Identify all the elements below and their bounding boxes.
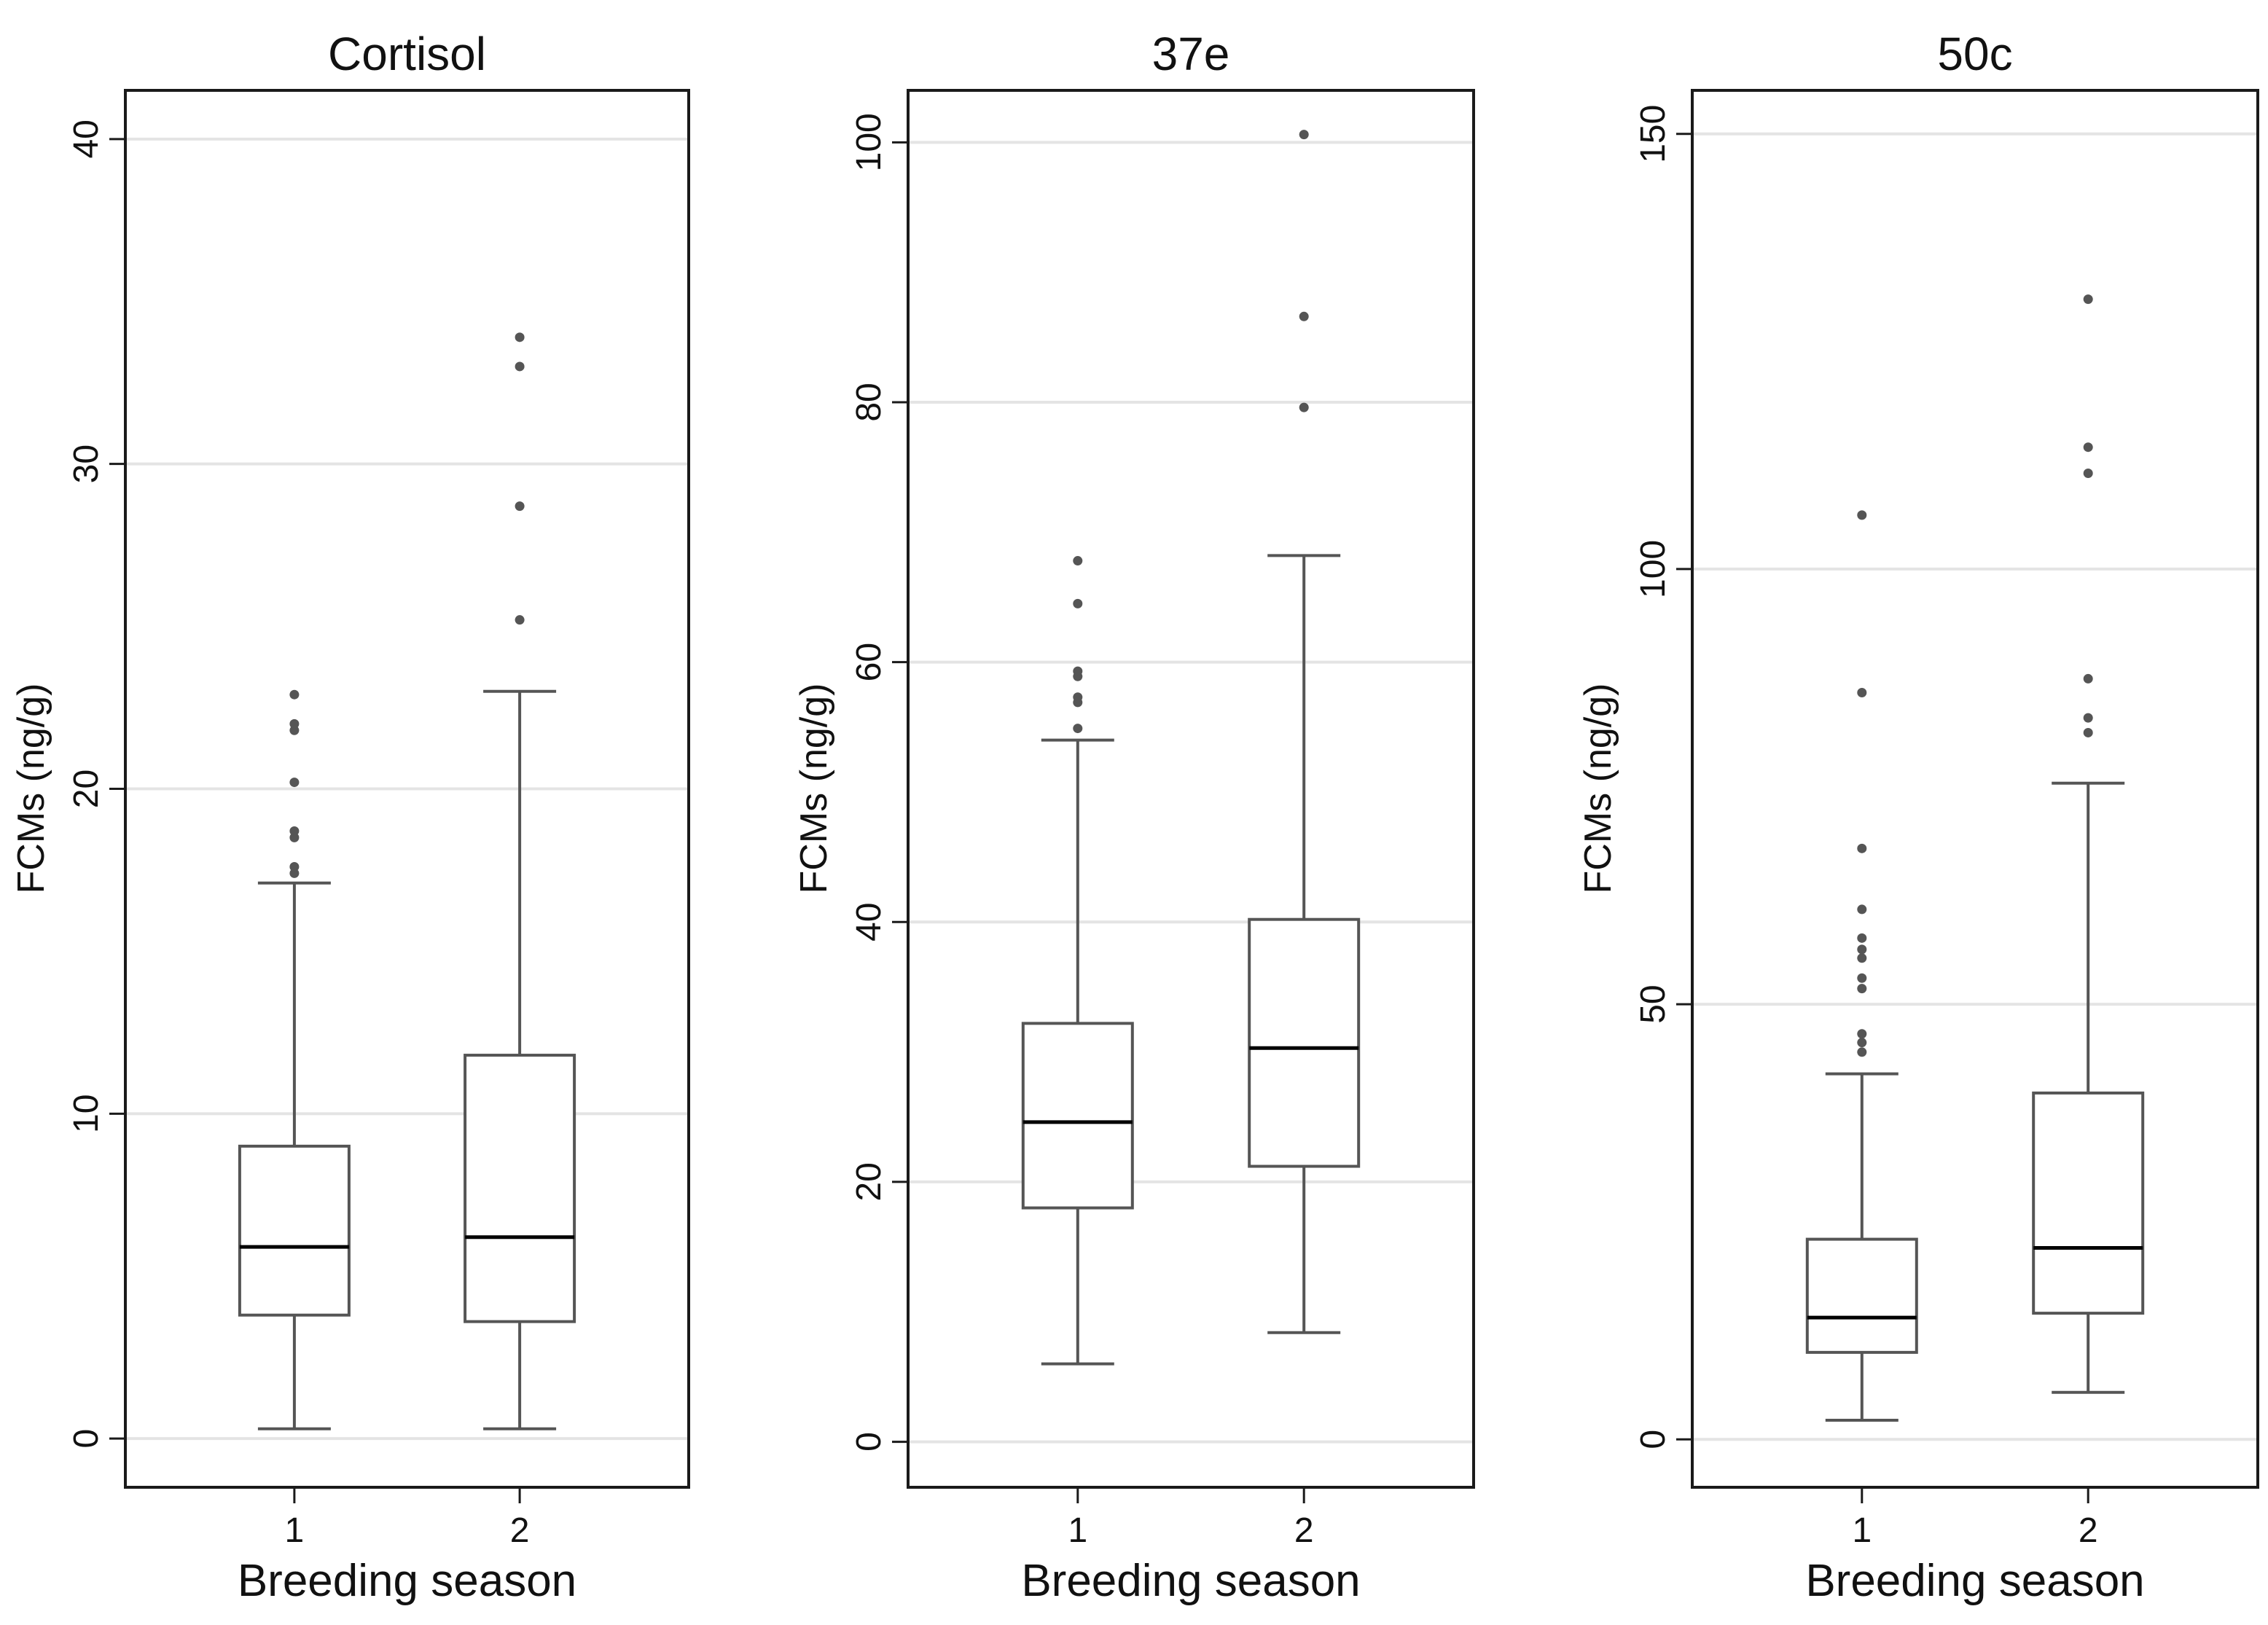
outlier-point: [1857, 944, 1867, 955]
panel-title: 50c: [1937, 28, 2012, 80]
y-axis-title: FCMs (ng/g): [1577, 684, 1619, 894]
box-2: [1248, 130, 1361, 1334]
y-tick-label: 30: [67, 445, 106, 483]
outlier-point: [289, 689, 300, 700]
y-tick-label: 150: [1634, 105, 1673, 163]
outlier-point: [1299, 402, 1309, 412]
outlier-point: [1857, 904, 1867, 915]
iqr-box: [1248, 917, 1361, 1168]
outlier-point: [1857, 933, 1867, 943]
outlier-point: [1857, 688, 1867, 698]
box-1: [238, 689, 351, 1430]
y-tick-label: 60: [850, 643, 888, 681]
outlier-point: [1073, 724, 1083, 734]
plot-frame: [124, 89, 690, 1489]
outlier-point: [1857, 510, 1867, 520]
plot-area: [908, 90, 1474, 1487]
y-tick-label: 0: [1634, 1430, 1673, 1449]
outlier-point: [1073, 692, 1083, 702]
y-axis-title: FCMs (ng/g): [793, 684, 835, 894]
x-tick-label: 1: [1068, 1511, 1087, 1550]
box-1: [1021, 556, 1134, 1366]
outlier-point: [515, 615, 525, 625]
outlier-point: [515, 361, 525, 372]
x-tick-label: 2: [2079, 1511, 2098, 1550]
y-tick-label: 100: [850, 113, 888, 171]
outlier-point: [1857, 953, 1867, 963]
outlier-point: [515, 332, 525, 342]
outlier-point: [2083, 713, 2093, 723]
y-tick-label: 20: [850, 1162, 888, 1201]
iqr-box: [1805, 1237, 1918, 1354]
x-axis-title: Breeding season: [1805, 1556, 2144, 1606]
outlier-point: [289, 725, 300, 735]
outlier-point: [1073, 556, 1083, 566]
x-tick-label: 1: [1852, 1511, 1872, 1550]
panel-title: 37e: [1152, 28, 1230, 80]
y-tick-label: 50: [1634, 984, 1673, 1023]
outlier-point: [2083, 294, 2093, 305]
x-tick-label: 2: [510, 1511, 530, 1550]
outlier-point: [289, 832, 300, 842]
outlier-point: [515, 501, 525, 512]
y-tick-label: 0: [850, 1432, 888, 1452]
outlier-point: [289, 718, 300, 729]
outlier-point: [2083, 673, 2093, 684]
box-2: [2032, 294, 2145, 1394]
y-tick-label: 10: [67, 1095, 106, 1133]
outlier-point: [289, 868, 300, 878]
chart-panel-3: 0 50 100 150 1 2 50c Breeding season FCMs (ng/g): [1577, 28, 2259, 1606]
outlier-point: [2083, 442, 2093, 453]
y-tick-label: 40: [67, 120, 106, 158]
y-axis-title: FCMs (ng/g): [10, 684, 52, 894]
chart-panel-2: 0 20 40 60 80 100 1 2 37e Breeding season FCMs (ng…: [793, 28, 1475, 1606]
iqr-box: [464, 1054, 576, 1323]
outlier-point: [1073, 598, 1083, 608]
outlier-point: [1073, 666, 1083, 676]
outlier-point: [2083, 469, 2093, 479]
x-tick-label: 1: [285, 1511, 305, 1550]
x-axis-title: Breeding season: [238, 1556, 576, 1606]
iqr-box: [2032, 1091, 2145, 1315]
outlier-point: [289, 861, 300, 872]
x-tick-label: 2: [1294, 1511, 1314, 1550]
outlier-point: [2083, 727, 2093, 737]
plot-frame: [907, 89, 1475, 1489]
plot-area: [1692, 90, 2258, 1487]
outlier-point: [289, 778, 300, 788]
x-axis-title: Breeding season: [1021, 1556, 1360, 1606]
outlier-point: [1857, 984, 1867, 994]
outlier-point: [289, 826, 300, 836]
plot-frame: [1691, 89, 2259, 1489]
outlier-point: [1857, 1029, 1867, 1039]
y-tick-label: 20: [67, 770, 106, 808]
outlier-point: [1857, 973, 1867, 983]
outlier-point: [1857, 1047, 1867, 1057]
y-tick-label: 0: [67, 1429, 106, 1449]
outlier-point: [1857, 843, 1867, 853]
y-tick-label: 100: [1634, 540, 1673, 598]
outlier-point: [1857, 1038, 1867, 1048]
outlier-point: [1299, 311, 1309, 321]
panel-title: Cortisol: [328, 28, 486, 80]
y-tick-label: 80: [850, 383, 888, 421]
iqr-box: [1021, 1022, 1134, 1210]
box-1: [1805, 510, 1918, 1422]
y-tick-label: 40: [850, 903, 888, 941]
iqr-box: [238, 1144, 351, 1317]
outlier-point: [1299, 130, 1309, 140]
chart-panel-1: 0 10 20 30 40 1 2 Cortisol Breeding season FCMs (…: [10, 28, 690, 1606]
box-2: [464, 332, 576, 1430]
